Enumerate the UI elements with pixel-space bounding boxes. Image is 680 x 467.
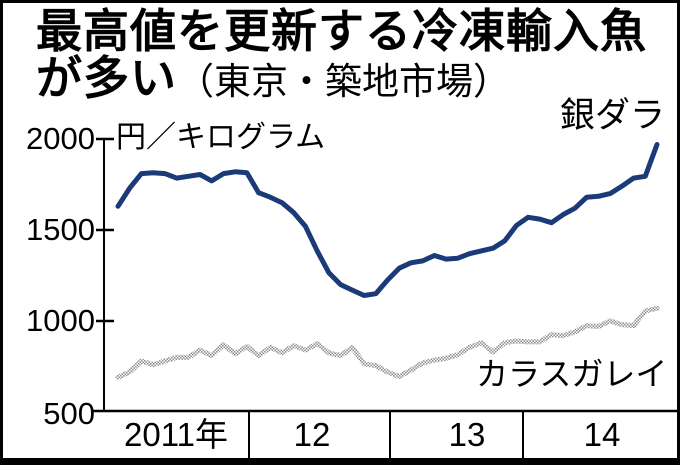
chart-title-market-note: （東京・築地市場） <box>177 61 510 102</box>
y-axis-unit-label: 円／キログラム <box>116 121 326 154</box>
y-tick-label-1000: 1000 <box>26 303 95 338</box>
series-label-gindara: 銀ダラ <box>560 96 666 135</box>
series-label-karasugarei: カラスガレイ <box>476 356 668 392</box>
karasugarei-line <box>115 305 660 380</box>
y-tick-label-500: 500 <box>43 396 95 431</box>
x-tick-label-2012: 12 <box>293 416 331 453</box>
x-tick-label-2013: 13 <box>448 416 486 453</box>
chart-title-line1: 最高値を更新する冷凍輸入魚 <box>36 5 647 57</box>
x-tick-label-2011: 2011年 <box>124 416 228 453</box>
y-tick-label-2000: 2000 <box>26 121 95 156</box>
gindara-line <box>115 142 660 298</box>
chart-title-line2: が多い（東京・築地市場） <box>36 54 510 106</box>
x-tick-label-2014: 14 <box>583 416 621 453</box>
y-tick-label-1500: 1500 <box>26 212 95 247</box>
chart-title-line2-main: が多い <box>36 52 177 104</box>
